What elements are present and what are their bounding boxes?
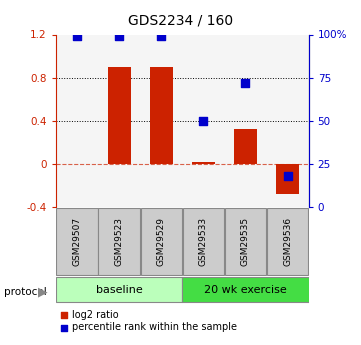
Text: 20 wk exercise: 20 wk exercise bbox=[204, 285, 287, 295]
Bar bbox=[225, 208, 266, 275]
Text: protocol: protocol bbox=[4, 287, 46, 296]
Point bbox=[200, 118, 206, 124]
Bar bbox=[276, 164, 299, 194]
Bar bbox=[56, 277, 182, 302]
Legend: log2 ratio, percentile rank within the sample: log2 ratio, percentile rank within the s… bbox=[56, 306, 241, 336]
Bar bbox=[108, 67, 131, 164]
Bar bbox=[56, 208, 97, 275]
Bar bbox=[183, 208, 224, 275]
Text: GSM29523: GSM29523 bbox=[115, 217, 123, 266]
Bar bbox=[99, 208, 140, 275]
Text: GDS2234 / 160: GDS2234 / 160 bbox=[128, 13, 233, 28]
Point bbox=[285, 173, 291, 179]
Text: GSM29533: GSM29533 bbox=[199, 217, 208, 266]
Text: ▶: ▶ bbox=[38, 285, 47, 298]
Text: baseline: baseline bbox=[96, 285, 143, 295]
Point bbox=[243, 80, 248, 86]
Text: GSM29507: GSM29507 bbox=[73, 217, 82, 266]
Bar bbox=[234, 129, 257, 164]
Point bbox=[74, 33, 80, 39]
Bar bbox=[182, 277, 309, 302]
Bar bbox=[192, 162, 215, 164]
Bar bbox=[150, 67, 173, 164]
Text: GSM29536: GSM29536 bbox=[283, 217, 292, 266]
Point bbox=[158, 33, 164, 39]
Bar bbox=[267, 208, 308, 275]
Bar bbox=[140, 208, 182, 275]
Point bbox=[116, 33, 122, 39]
Text: GSM29529: GSM29529 bbox=[157, 217, 166, 266]
Text: GSM29535: GSM29535 bbox=[241, 217, 250, 266]
